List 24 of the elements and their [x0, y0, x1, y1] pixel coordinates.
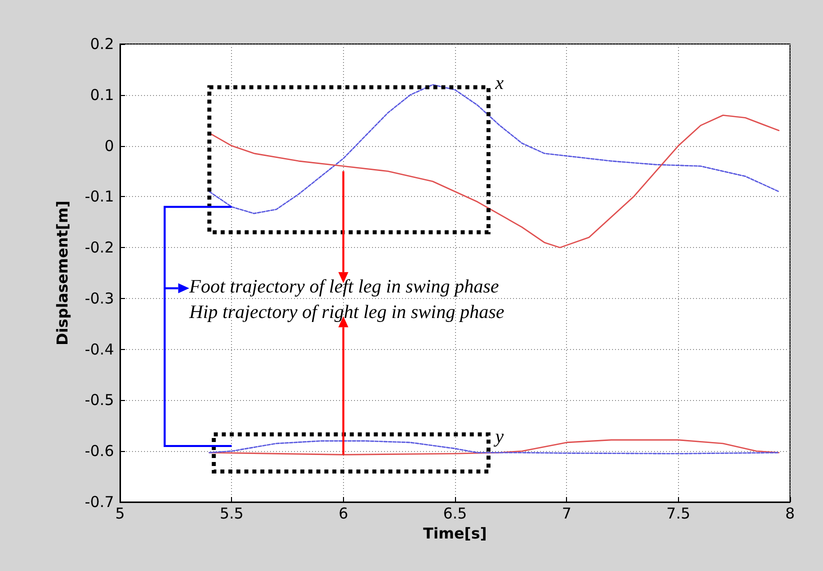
y-tick-label: -0.1 [84, 188, 114, 206]
y-tick-label: 0.2 [90, 35, 114, 53]
y-tick-label: -0.5 [84, 391, 114, 410]
x-tick-label: 8 [785, 504, 795, 522]
annotation: y [493, 426, 504, 448]
y-tick-label: -0.7 [84, 493, 114, 511]
y-tick-label: -0.3 [84, 289, 114, 308]
y-tick-label: -0.6 [84, 442, 114, 460]
annotation: Foot trajectory of left leg in swing phase [188, 276, 500, 298]
annotation: x [494, 73, 504, 94]
y-tick-label: 0 [104, 136, 114, 155]
x-tick-label: 5.5 [220, 504, 244, 522]
y-tick-label: -0.2 [84, 238, 114, 257]
y-axis-title: Displasement[m] [54, 200, 72, 346]
x-tick-label: 6.5 [443, 504, 467, 522]
x-tick-label: 6 [338, 504, 348, 522]
line-series [208, 114, 780, 248]
annotation: Hip trajectory of right leg in swing phase [188, 302, 504, 324]
y-tick-label: 0.1 [90, 86, 114, 104]
x-tick-label: 7.5 [666, 504, 690, 522]
y-tick-label: -0.4 [84, 340, 114, 358]
x-axis-title: Time[s] [423, 524, 487, 542]
x-tick-label: 7 [562, 504, 572, 522]
x-tick-label: 5 [115, 504, 125, 522]
